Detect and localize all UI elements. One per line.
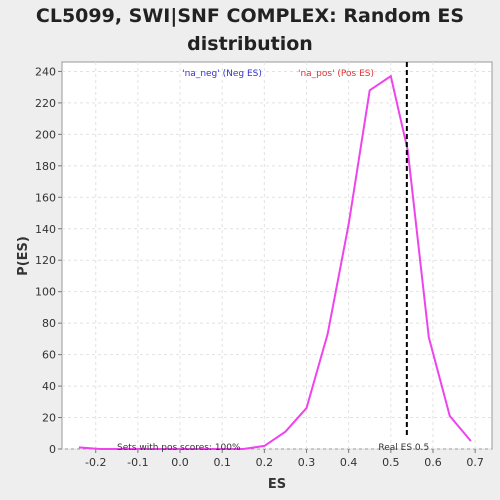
chart-title-line1: CL5099, SWI|SNF COMPLEX: Random ES xyxy=(35,5,465,27)
y-tick-label: 0 xyxy=(49,443,56,456)
x-axis-label: ES xyxy=(268,477,286,492)
x-tick-label: 0.3 xyxy=(298,456,316,469)
pos-es-legend: 'na_pos' (Pos ES) xyxy=(298,69,374,79)
x-tick-label: 0.5 xyxy=(382,456,400,469)
y-axis-ticks: 0 20 40 60 80 100 120 140 160 180 200 220 240 xyxy=(35,65,62,456)
y-tick-label: 100 xyxy=(35,286,56,299)
y-tick-label: 80 xyxy=(42,317,56,330)
y-tick-label: 140 xyxy=(35,223,56,236)
x-axis-ticks: -0.2 -0.1 0.0 0.1 0.2 0.3 0.4 0.5 0.6 0.7 xyxy=(85,449,484,469)
x-tick-label: 0.0 xyxy=(171,456,189,469)
x-tick-label: 0.7 xyxy=(466,456,484,469)
y-axis-label: P(ES) xyxy=(16,236,31,276)
x-tick-label: -0.2 xyxy=(85,456,106,469)
y-tick-label: 60 xyxy=(42,349,56,362)
x-tick-label: 0.1 xyxy=(213,456,231,469)
chart-title-line2: distribution xyxy=(187,33,313,55)
plot-area xyxy=(61,61,493,450)
chart-title: CL5099, SWI|SNF COMPLEX: Random ES distr… xyxy=(0,2,500,58)
pos-scores-annotation: Sets with pos scores: 100% xyxy=(117,443,241,453)
y-tick-label: 40 xyxy=(42,380,56,393)
y-tick-label: 180 xyxy=(35,160,56,173)
y-tick-label: 120 xyxy=(35,254,56,267)
x-tick-label: 0.2 xyxy=(256,456,274,469)
y-tick-label: 240 xyxy=(35,65,56,78)
y-tick-label: 200 xyxy=(35,128,56,141)
x-tick-label: 0.4 xyxy=(340,456,358,469)
series-line xyxy=(78,74,472,450)
grid xyxy=(62,62,492,450)
x-tick-label: -0.1 xyxy=(127,456,148,469)
real-es-label: Real ES 0.5 xyxy=(378,443,429,453)
y-tick-label: 20 xyxy=(42,412,56,425)
y-tick-label: 220 xyxy=(35,97,56,110)
x-tick-label: 0.6 xyxy=(424,456,442,469)
y-tick-label: 160 xyxy=(35,191,56,204)
neg-es-legend: 'na_neg' (Neg ES) xyxy=(182,69,262,79)
